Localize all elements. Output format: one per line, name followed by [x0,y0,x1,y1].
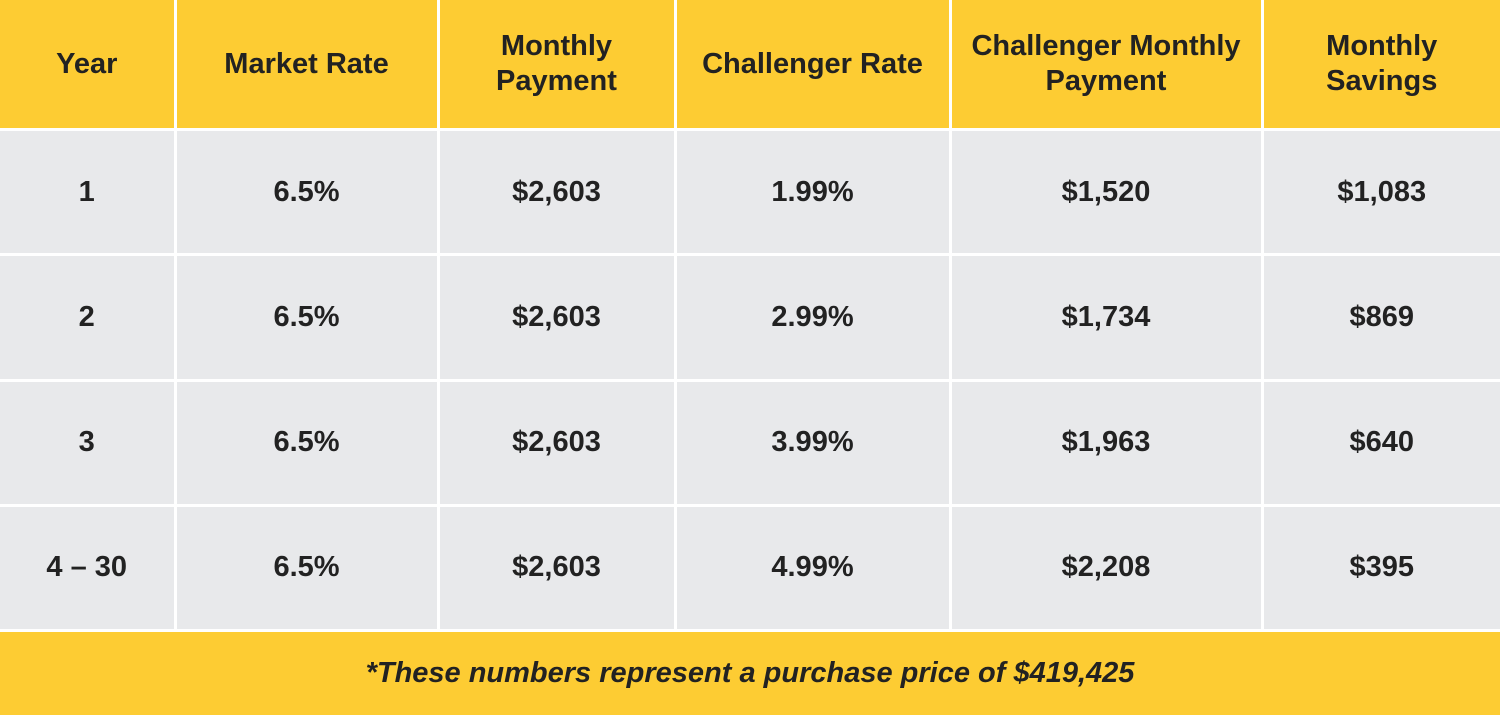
cell-challenger-monthly-payment: $1,520 [948,127,1264,257]
header-challenger-rate: Challenger Rate [673,0,952,131]
cell-challenger-monthly-payment: $1,734 [948,253,1264,382]
cell-monthly-payment: $2,603 [436,253,677,382]
table-row: 4 – 30 6.5% $2,603 4.99% $2,208 $395 [0,503,1500,633]
footnote: *These numbers represent a purchase pric… [0,632,1500,715]
cell-challenger-rate: 2.99% [673,253,952,382]
table-row: 2 6.5% $2,603 2.99% $1,734 $869 [0,253,1500,382]
cell-challenger-monthly-payment: $1,963 [948,378,1264,507]
header-monthly-payment: Monthly Payment [436,0,677,131]
cell-monthly-savings: $640 [1260,378,1500,507]
cell-market-rate: 6.5% [173,253,440,382]
cell-challenger-rate: 4.99% [673,503,952,633]
cell-year: 3 [0,378,177,507]
cell-market-rate: 6.5% [173,503,440,633]
header-market-rate: Market Rate [173,0,440,131]
cell-monthly-savings: $395 [1260,503,1500,633]
cell-monthly-payment: $2,603 [436,503,677,633]
header-monthly-savings: Monthly Savings [1260,0,1500,131]
cell-challenger-rate: 3.99% [673,378,952,507]
header-row: Year Market Rate Monthly Payment Challen… [0,0,1500,131]
cell-year: 4 – 30 [0,503,177,633]
cell-year: 2 [0,253,177,382]
table-row: 3 6.5% $2,603 3.99% $1,963 $640 [0,378,1500,507]
cell-monthly-payment: $2,603 [436,127,677,257]
cell-year: 1 [0,127,177,257]
cell-challenger-monthly-payment: $2,208 [948,503,1264,633]
cell-monthly-savings: $869 [1260,253,1500,382]
cell-monthly-savings: $1,083 [1260,127,1500,257]
header-year: Year [0,0,177,131]
rate-comparison-table: Year Market Rate Monthly Payment Challen… [0,0,1500,633]
header-challenger-monthly-payment: Challenger Monthly Payment [948,0,1264,131]
cell-monthly-payment: $2,603 [436,378,677,507]
table-row: 1 6.5% $2,603 1.99% $1,520 $1,083 [0,127,1500,257]
cell-market-rate: 6.5% [173,127,440,257]
cell-market-rate: 6.5% [173,378,440,507]
cell-challenger-rate: 1.99% [673,127,952,257]
